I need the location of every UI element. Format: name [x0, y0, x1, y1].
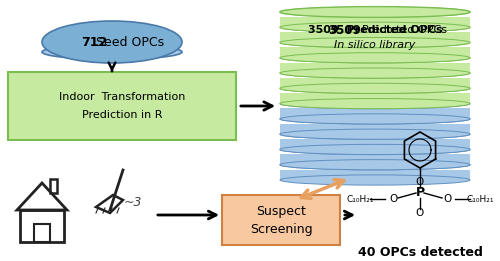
Text: 40 OPCs detected: 40 OPCs detected	[358, 246, 482, 259]
Ellipse shape	[280, 144, 470, 155]
Ellipse shape	[280, 114, 470, 124]
Bar	[20, 210, 64, 242]
Text: O: O	[389, 194, 397, 204]
Bar	[280, 154, 470, 165]
Bar	[50, 179, 57, 193]
Ellipse shape	[280, 99, 470, 109]
Bar	[280, 47, 470, 58]
Text: In silico library: In silico library	[334, 40, 415, 50]
Text: 3509  Predicted OPCs: 3509 Predicted OPCs	[308, 25, 442, 35]
Text: O: O	[416, 208, 424, 218]
Ellipse shape	[280, 144, 470, 155]
Text: ~3: ~3	[124, 197, 142, 210]
Ellipse shape	[280, 83, 470, 93]
Ellipse shape	[280, 53, 470, 63]
Text: Indoor  Transformation: Indoor Transformation	[59, 92, 185, 102]
Bar	[280, 170, 470, 180]
Text: Suspect: Suspect	[256, 205, 306, 217]
Text: C₁₀H₂₁: C₁₀H₂₁	[346, 194, 374, 204]
Ellipse shape	[280, 37, 470, 48]
Text: O: O	[443, 194, 451, 204]
Bar	[280, 32, 470, 43]
Bar	[280, 108, 470, 119]
Text: Screening: Screening	[250, 222, 312, 235]
Ellipse shape	[280, 22, 470, 32]
Ellipse shape	[280, 7, 470, 17]
Text: Prediction in R: Prediction in R	[82, 110, 162, 120]
Text: P: P	[416, 187, 424, 199]
Ellipse shape	[280, 22, 470, 32]
Ellipse shape	[280, 175, 470, 185]
Ellipse shape	[280, 7, 470, 17]
Bar	[280, 63, 470, 73]
Ellipse shape	[42, 45, 182, 59]
Ellipse shape	[280, 160, 470, 170]
Bar	[280, 78, 470, 88]
Ellipse shape	[42, 21, 182, 63]
Ellipse shape	[280, 68, 470, 78]
Ellipse shape	[280, 129, 470, 139]
Bar	[280, 93, 470, 104]
Bar	[280, 17, 470, 27]
Ellipse shape	[280, 53, 470, 63]
Ellipse shape	[280, 68, 470, 78]
Ellipse shape	[280, 114, 470, 124]
Text: 712: 712	[81, 37, 107, 50]
Text: C₁₀H₂₁: C₁₀H₂₁	[466, 194, 494, 204]
Bar	[8, 72, 236, 140]
Ellipse shape	[280, 160, 470, 170]
Text: 3509: 3509	[328, 23, 362, 37]
Ellipse shape	[280, 99, 470, 109]
Bar	[34, 224, 50, 242]
Text: Seed OPCs: Seed OPCs	[96, 37, 164, 50]
Ellipse shape	[280, 83, 470, 93]
Text: O: O	[416, 177, 424, 187]
Ellipse shape	[280, 37, 470, 48]
Text: Predicted OPCs: Predicted OPCs	[362, 25, 448, 35]
Bar	[280, 139, 470, 150]
Bar	[222, 195, 340, 245]
Bar	[280, 124, 470, 134]
Ellipse shape	[280, 129, 470, 139]
